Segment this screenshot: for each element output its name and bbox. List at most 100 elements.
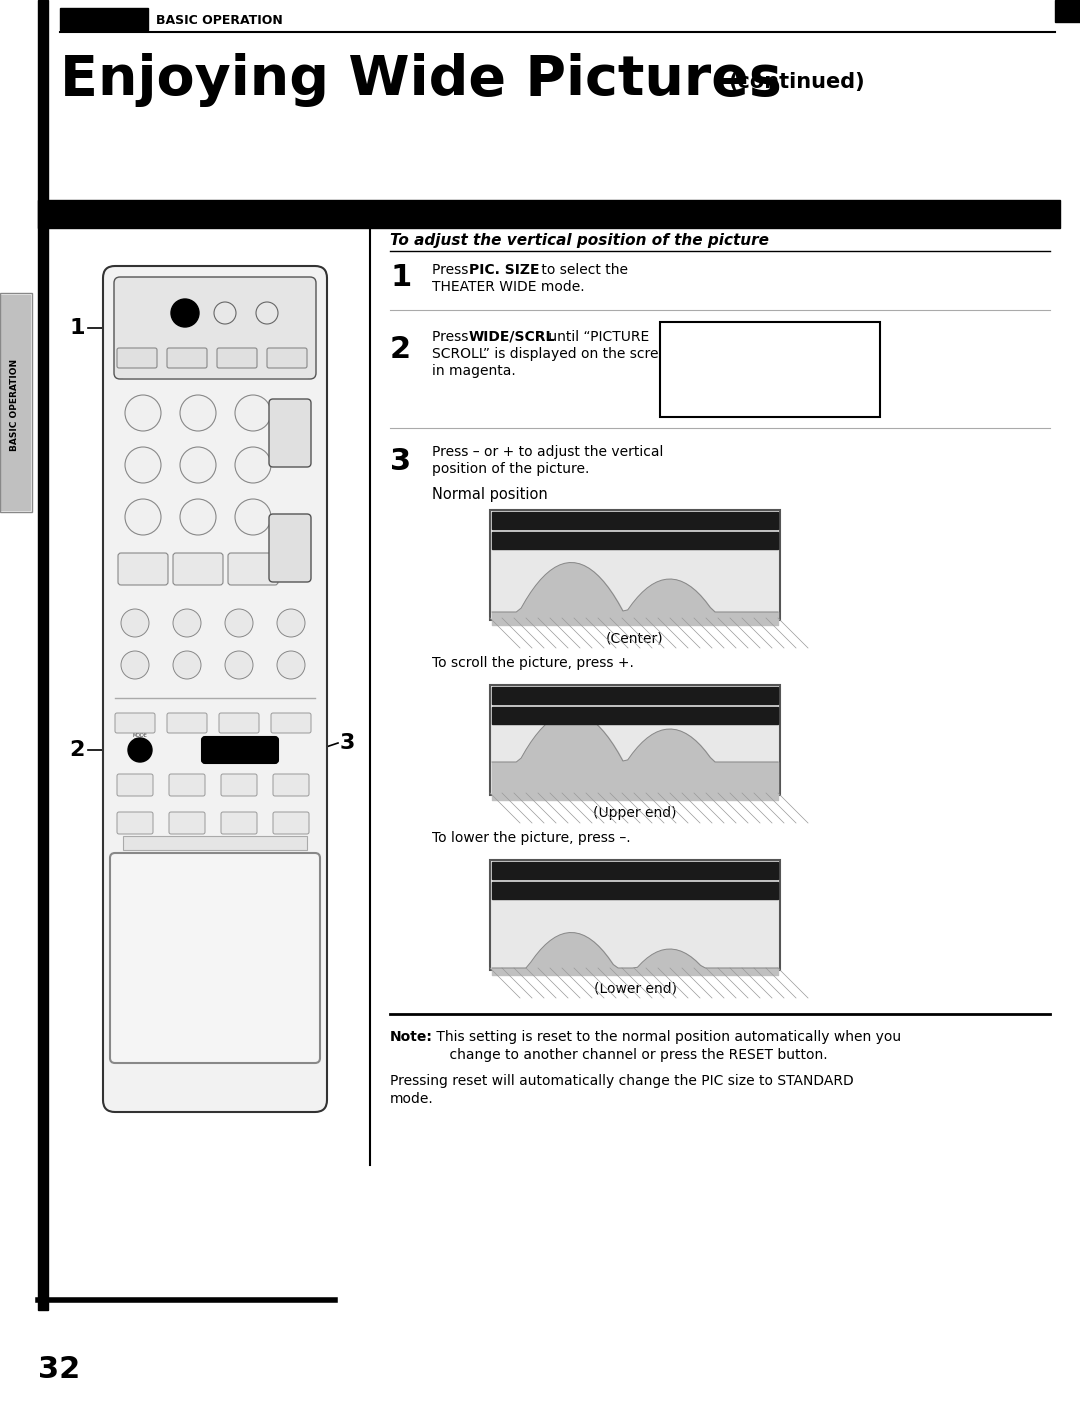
FancyBboxPatch shape	[168, 774, 205, 796]
Text: Note:: Note:	[390, 1029, 433, 1043]
Bar	[0, 295, 30, 510]
Text: RTN: RTN	[243, 563, 262, 575]
FancyBboxPatch shape	[273, 774, 309, 796]
Text: TO CONTROL PUSH  –  +: TO CONTROL PUSH – +	[573, 535, 697, 545]
FancyBboxPatch shape	[117, 774, 153, 796]
Text: to select the: to select the	[537, 263, 627, 277]
Text: TO CONTROL PUSH  –  +: TO CONTROL PUSH – +	[573, 885, 697, 895]
Circle shape	[121, 609, 149, 637]
Text: Press: Press	[432, 330, 473, 345]
Text: 2: 2	[390, 336, 411, 364]
Text: SCROLL ADJUSTMENT        0: SCROLL ADJUSTMENT 0	[558, 515, 712, 525]
FancyBboxPatch shape	[273, 812, 309, 834]
Bar	[38, 201, 1059, 227]
Circle shape	[180, 395, 216, 431]
Text: 3: 3	[390, 448, 411, 476]
Circle shape	[235, 498, 271, 535]
Text: Normal position: Normal position	[432, 487, 548, 503]
Bar	[0, 294, 32, 513]
FancyBboxPatch shape	[117, 812, 153, 834]
Circle shape	[180, 498, 216, 535]
Circle shape	[276, 651, 305, 679]
FancyBboxPatch shape	[167, 713, 207, 733]
Text: 2: 2	[194, 407, 202, 419]
Bar	[490, 685, 780, 795]
Circle shape	[180, 448, 216, 483]
Text: SCROLL” is displayed on the screen: SCROLL” is displayed on the screen	[432, 347, 676, 361]
Circle shape	[125, 395, 161, 431]
Bar	[492, 861, 778, 880]
FancyBboxPatch shape	[269, 400, 311, 467]
Bar	[490, 860, 780, 970]
Text: FRE: FRE	[262, 311, 272, 315]
Text: 8: 8	[194, 511, 202, 524]
Bar	[492, 688, 778, 705]
Text: until “PICTURE: until “PICTURE	[544, 330, 649, 345]
Text: Press – or + to adjust the vertical: Press – or + to adjust the vertical	[432, 445, 663, 459]
Circle shape	[235, 395, 271, 431]
Text: 3: 3	[340, 733, 355, 753]
FancyBboxPatch shape	[167, 347, 207, 369]
Text: 1: 1	[139, 407, 147, 419]
Text: TO SELECT PUSH WIDE·SCRL: TO SELECT PUSH WIDE·SCRL	[696, 388, 845, 400]
Text: 32: 32	[38, 1356, 80, 1385]
Text: VOL: VOL	[283, 415, 297, 421]
Circle shape	[225, 609, 253, 637]
FancyBboxPatch shape	[168, 812, 205, 834]
Circle shape	[235, 448, 271, 483]
FancyBboxPatch shape	[118, 554, 168, 585]
Text: TOSHIBA: TOSHIBA	[195, 861, 234, 1055]
Text: MODE
SCRL: MODE SCRL	[133, 733, 148, 743]
Circle shape	[173, 651, 201, 679]
Text: Press: Press	[432, 263, 473, 277]
FancyBboxPatch shape	[228, 554, 278, 585]
Text: PIC
SIZE: PIC SIZE	[179, 295, 191, 305]
Circle shape	[121, 651, 149, 679]
Text: TOU: TOU	[220, 311, 230, 315]
Text: mode.: mode.	[390, 1091, 434, 1106]
Circle shape	[225, 651, 253, 679]
Bar	[490, 510, 780, 620]
Bar	[123, 836, 307, 850]
Text: To scroll the picture, press +.: To scroll the picture, press +.	[432, 657, 634, 671]
Circle shape	[173, 609, 201, 637]
Text: D: D	[288, 782, 294, 788]
Text: in magenta.: in magenta.	[432, 364, 516, 378]
Bar	[492, 882, 778, 899]
Text: 100: 100	[134, 563, 152, 575]
Text: C: C	[237, 782, 241, 788]
Text: SCROLL ADJUSTMENT  +35: SCROLL ADJUSTMENT +35	[570, 690, 700, 700]
Text: To adjust the vertical position of the picture: To adjust the vertical position of the p…	[390, 233, 769, 247]
Text: THEATER WIDE SIZE: THEATER WIDE SIZE	[717, 345, 823, 354]
Text: To lower the picture, press –.: To lower the picture, press –.	[432, 832, 631, 844]
Text: PIC. SIZE: PIC. SIZE	[469, 263, 540, 277]
FancyBboxPatch shape	[117, 347, 157, 369]
FancyBboxPatch shape	[219, 713, 259, 733]
FancyBboxPatch shape	[269, 514, 311, 582]
Text: CH: CH	[285, 530, 295, 537]
Text: (Lower end): (Lower end)	[594, 981, 676, 995]
Text: 0: 0	[194, 563, 201, 575]
FancyBboxPatch shape	[271, 713, 311, 733]
FancyBboxPatch shape	[114, 277, 316, 378]
Circle shape	[129, 738, 152, 762]
Text: 5: 5	[194, 459, 202, 472]
Text: –      +: – +	[222, 746, 258, 755]
Bar	[492, 532, 778, 549]
Text: position of the picture.: position of the picture.	[432, 462, 590, 476]
Text: (Upper end): (Upper end)	[593, 806, 677, 820]
Text: 1: 1	[69, 318, 85, 337]
FancyBboxPatch shape	[114, 713, 156, 733]
Text: This setting is reset to the normal position automatically when you: This setting is reset to the normal posi…	[432, 1029, 901, 1043]
FancyBboxPatch shape	[173, 554, 222, 585]
Text: H: H	[288, 820, 294, 826]
FancyBboxPatch shape	[267, 347, 307, 369]
Bar	[660, 322, 880, 417]
Text: B: B	[185, 782, 189, 788]
Text: 3: 3	[249, 407, 257, 419]
Bar	[492, 707, 778, 724]
Bar	[60, 8, 148, 30]
Text: G: G	[237, 820, 242, 826]
Text: 9: 9	[249, 511, 257, 524]
FancyBboxPatch shape	[110, 853, 320, 1063]
